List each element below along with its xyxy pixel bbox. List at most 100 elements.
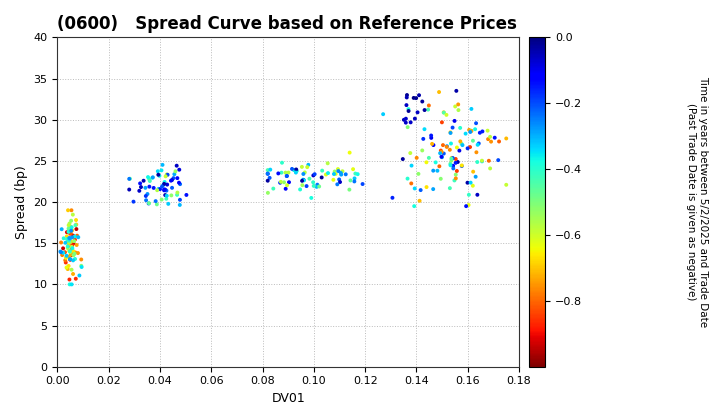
Point	[58, 235, 69, 242]
Point	[436, 154, 448, 160]
Point	[65, 230, 76, 237]
Point	[165, 177, 176, 184]
Point	[276, 169, 287, 176]
Point	[296, 163, 307, 170]
Point	[299, 169, 310, 176]
Point	[64, 248, 76, 255]
Point	[66, 251, 78, 257]
Point	[60, 239, 71, 246]
Point	[66, 244, 78, 250]
Point	[452, 159, 464, 165]
Point	[181, 192, 192, 198]
Point	[163, 200, 174, 207]
Point	[142, 191, 153, 197]
Point	[64, 235, 76, 242]
Point	[174, 202, 186, 208]
Point	[133, 187, 145, 194]
Point	[161, 192, 173, 199]
Point	[472, 142, 483, 148]
Point	[273, 170, 284, 177]
Point	[70, 222, 81, 228]
Point	[445, 130, 456, 136]
Point	[64, 239, 76, 245]
Point	[297, 176, 309, 183]
Point	[73, 272, 85, 279]
Point	[476, 158, 487, 164]
Point	[434, 150, 446, 157]
Point	[463, 192, 474, 198]
Point	[282, 182, 293, 189]
Point	[147, 174, 158, 181]
Point	[463, 202, 474, 208]
Point	[283, 179, 294, 186]
Point	[316, 167, 328, 174]
Point	[67, 211, 78, 218]
Point	[76, 256, 87, 263]
Point	[301, 183, 312, 189]
Point	[412, 109, 423, 116]
Point	[420, 184, 432, 190]
Point	[171, 189, 183, 196]
Point	[400, 116, 412, 122]
Point	[307, 172, 319, 179]
Point	[410, 95, 422, 102]
Point	[171, 192, 183, 198]
Point	[305, 194, 317, 201]
Point	[174, 166, 185, 173]
Point	[445, 140, 456, 147]
Point	[413, 92, 425, 99]
Point	[62, 239, 73, 246]
Point	[66, 245, 78, 252]
Point	[158, 181, 170, 187]
Point	[456, 142, 468, 149]
Point	[68, 238, 80, 244]
Point	[438, 109, 449, 116]
Point	[500, 135, 512, 142]
Point	[66, 252, 77, 259]
Point	[330, 171, 341, 177]
Point	[66, 234, 78, 241]
Point	[456, 162, 467, 169]
Point	[140, 197, 152, 204]
Point	[55, 239, 67, 246]
Point	[71, 226, 82, 232]
Point	[449, 103, 461, 110]
Point	[69, 233, 81, 240]
Point	[348, 178, 360, 185]
Point	[348, 175, 360, 182]
Point	[135, 180, 146, 187]
Point	[166, 177, 178, 184]
Point	[158, 182, 169, 189]
Point	[161, 195, 172, 202]
Point	[471, 149, 482, 156]
Point	[63, 253, 75, 260]
Point	[287, 165, 298, 172]
Point	[138, 177, 149, 184]
Point	[433, 163, 445, 170]
Point	[61, 236, 73, 243]
Point	[419, 107, 431, 113]
Point	[350, 170, 361, 177]
Point	[63, 276, 75, 283]
Point	[426, 132, 437, 139]
Point	[140, 184, 151, 191]
Point	[64, 256, 76, 262]
Point	[281, 173, 292, 179]
Point	[146, 174, 158, 181]
Point	[492, 157, 504, 163]
Point	[465, 179, 477, 186]
Point	[58, 249, 69, 256]
Point	[409, 185, 420, 192]
Point	[63, 248, 75, 255]
Point	[406, 162, 418, 169]
Point	[408, 94, 420, 101]
Point	[473, 140, 485, 147]
Point	[63, 235, 75, 242]
Point	[467, 137, 479, 144]
Point	[68, 252, 79, 259]
Point	[405, 119, 416, 126]
Point	[307, 179, 319, 186]
Point	[64, 220, 76, 227]
Point	[56, 226, 68, 233]
Point	[268, 185, 279, 192]
